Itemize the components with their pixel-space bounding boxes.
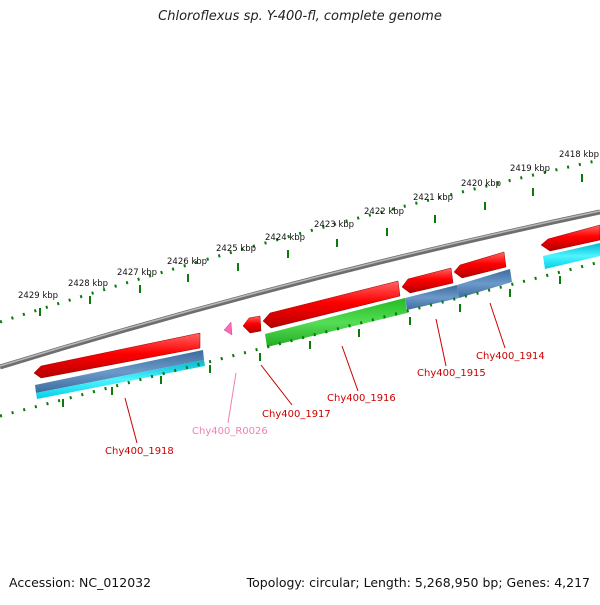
cog-track	[35, 243, 600, 399]
gene-label[interactable]: Chy400_1914	[476, 351, 545, 362]
cog-bar-blue	[457, 269, 512, 298]
kbp-label: 2425 kbp	[216, 244, 256, 254]
genome-summary: Topology: circular; Length: 5,268,950 bp…	[246, 575, 590, 590]
rna-chy400-r0026[interactable]	[223, 321, 233, 336]
cds-chy400-1917[interactable]	[242, 315, 262, 334]
kbp-labels: 2418 kbp 2419 kbp 2420 kbp 2421 kbp 2422…	[18, 150, 599, 301]
kbp-label: 2423 kbp	[314, 220, 354, 230]
accession-label: Accession: NC_012032	[9, 575, 152, 590]
genome-backbone	[0, 209, 600, 370]
gene-label[interactable]: Chy400_1917	[262, 409, 331, 420]
kbp-label: 2428 kbp	[68, 279, 108, 289]
leader-lines	[124, 302, 506, 444]
kbp-label: 2421 kbp	[413, 193, 453, 203]
cog-bar-green	[265, 298, 407, 347]
cog-bar-cyan	[543, 243, 600, 269]
kbp-label: 2418 kbp	[559, 150, 599, 160]
kbp-label: 2422 kbp	[364, 207, 404, 217]
gene-label[interactable]: Chy400_1918	[105, 446, 174, 457]
kbp-label: 2426 kbp	[167, 257, 207, 267]
cds-chy400-1916[interactable]	[262, 280, 401, 329]
gene-labels: Chy400_1914 Chy400_1915 Chy400_1916 Chy4…	[105, 351, 545, 457]
inner-major-ticks	[62, 276, 561, 407]
cds-chy400-1914[interactable]	[453, 251, 507, 279]
cds-next[interactable]	[540, 224, 600, 252]
cog-bar-blue	[405, 285, 459, 310]
map-title: Chloroflexus sp. Y-400-fl, complete geno…	[158, 9, 442, 24]
cds-features	[33, 224, 600, 379]
kbp-label: 2420 kbp	[461, 179, 501, 189]
cds-chy400-1915[interactable]	[401, 267, 454, 294]
cds-chy400-1918[interactable]	[33, 332, 201, 379]
gene-label[interactable]: Chy400_1916	[327, 393, 396, 404]
kbp-label: 2419 kbp	[510, 164, 550, 174]
kbp-label: 2427 kbp	[117, 268, 157, 278]
gene-label[interactable]: Chy400_1915	[417, 368, 486, 379]
kbp-label: 2429 kbp	[18, 291, 58, 301]
outer-tick-track	[0, 158, 600, 324]
cog-bar-blue	[35, 350, 204, 393]
cog-bar-cyan	[36, 360, 205, 399]
outer-major-ticks	[39, 174, 583, 316]
kbp-label: 2424 kbp	[265, 233, 305, 243]
gene-label[interactable]: Chy400_R0026	[192, 426, 268, 437]
